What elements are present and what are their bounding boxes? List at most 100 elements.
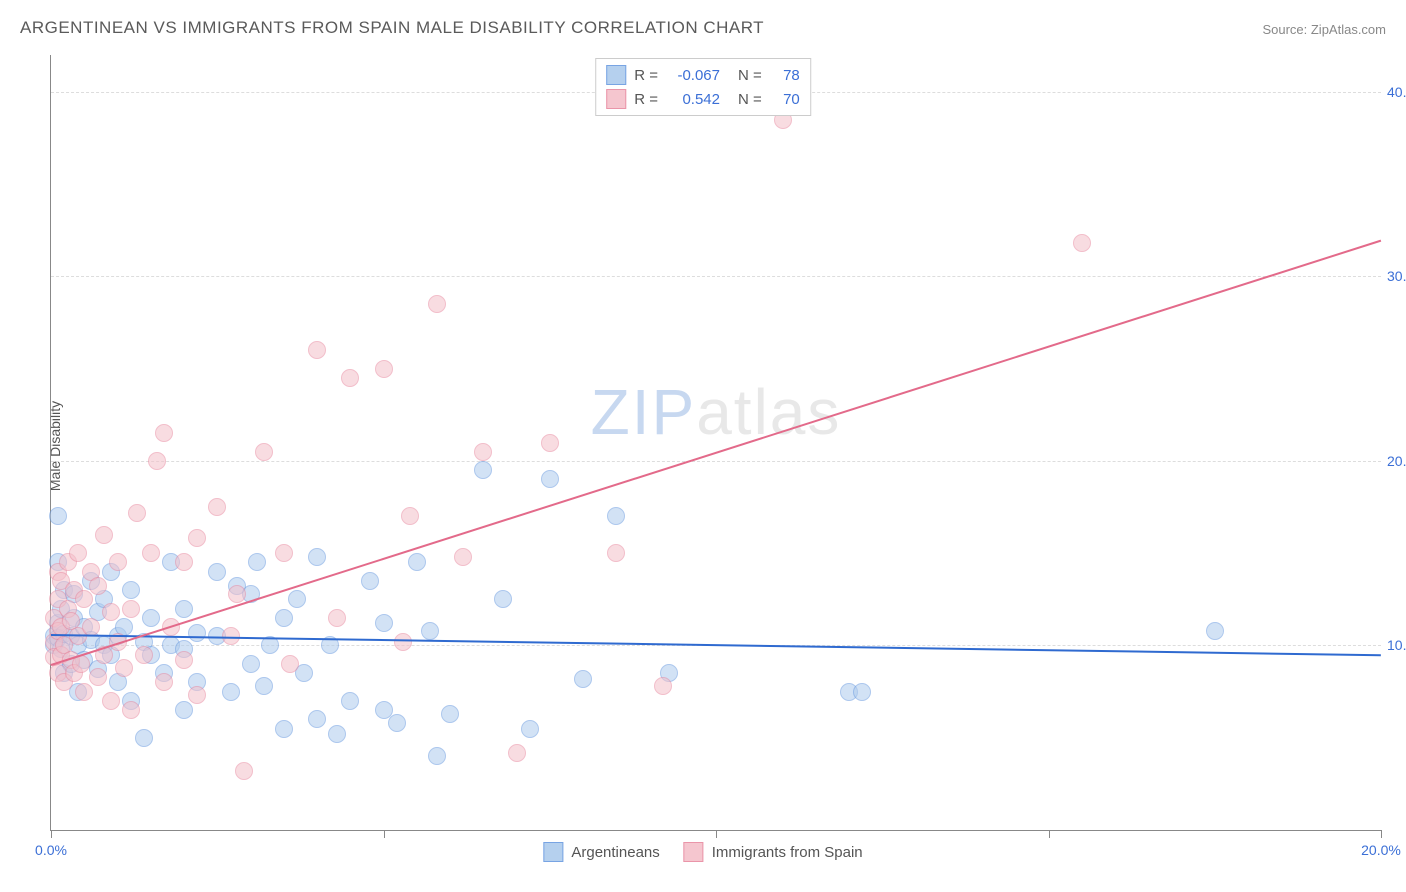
data-point-argentineans — [175, 701, 193, 719]
data-point-argentineans — [248, 553, 266, 571]
legend-series: Argentineans Immigrants from Spain — [543, 842, 862, 862]
data-point-spain — [281, 655, 299, 673]
data-point-argentineans — [441, 705, 459, 723]
y-tick-label: 10.0% — [1387, 637, 1406, 653]
data-point-spain — [128, 504, 146, 522]
legend-label-argentineans: Argentineans — [571, 844, 659, 861]
legend-r-label: R = — [634, 91, 658, 108]
data-point-argentineans — [275, 720, 293, 738]
watermark: ZIPatlas — [591, 375, 842, 449]
legend-n-value-argentineans: 78 — [770, 67, 800, 84]
legend-row-argentineans: R = -0.067 N = 78 — [606, 63, 800, 87]
data-point-argentineans — [142, 609, 160, 627]
data-point-spain — [155, 424, 173, 442]
data-point-spain — [175, 553, 193, 571]
data-point-argentineans — [122, 581, 140, 599]
data-point-spain — [208, 498, 226, 516]
data-point-spain — [275, 544, 293, 562]
data-point-argentineans — [341, 692, 359, 710]
data-point-spain — [142, 544, 160, 562]
chart-title: ARGENTINEAN VS IMMIGRANTS FROM SPAIN MAL… — [20, 18, 764, 38]
data-point-spain — [155, 673, 173, 691]
data-point-argentineans — [574, 670, 592, 688]
data-point-spain — [508, 744, 526, 762]
legend-swatch-spain — [684, 842, 704, 862]
data-point-spain — [188, 529, 206, 547]
legend-r-value-argentineans: -0.067 — [666, 67, 720, 84]
data-point-argentineans — [222, 683, 240, 701]
data-point-argentineans — [388, 714, 406, 732]
legend-swatch-argentineans — [543, 842, 563, 862]
data-point-spain — [109, 553, 127, 571]
data-point-spain — [375, 360, 393, 378]
legend-item-spain: Immigrants from Spain — [684, 842, 863, 862]
data-point-spain — [135, 646, 153, 664]
legend-n-value-spain: 70 — [770, 91, 800, 108]
data-point-spain — [122, 701, 140, 719]
source-attribution: Source: ZipAtlas.com — [1262, 22, 1386, 37]
data-point-argentineans — [328, 725, 346, 743]
legend-r-label: R = — [634, 67, 658, 84]
data-point-argentineans — [242, 655, 260, 673]
x-tick — [1049, 830, 1050, 838]
y-tick-label: 20.0% — [1387, 453, 1406, 469]
data-point-argentineans — [288, 590, 306, 608]
data-point-spain — [122, 600, 140, 618]
legend-swatch-argentineans — [606, 65, 626, 85]
data-point-spain — [474, 443, 492, 461]
data-point-spain — [89, 668, 107, 686]
data-point-spain — [188, 686, 206, 704]
data-point-argentineans — [308, 710, 326, 728]
legend-label-spain: Immigrants from Spain — [712, 844, 863, 861]
data-point-argentineans — [49, 507, 67, 525]
data-point-spain — [541, 434, 559, 452]
data-point-argentineans — [188, 624, 206, 642]
data-point-argentineans — [361, 572, 379, 590]
data-point-spain — [148, 452, 166, 470]
data-point-spain — [89, 577, 107, 595]
data-point-spain — [235, 762, 253, 780]
x-tick — [1381, 830, 1382, 838]
legend-r-value-spain: 0.542 — [666, 91, 720, 108]
data-point-argentineans — [521, 720, 539, 738]
data-point-spain — [1073, 234, 1091, 252]
data-point-spain — [255, 443, 273, 461]
legend-correlation-box: R = -0.067 N = 78 R = 0.542 N = 70 — [595, 58, 811, 116]
gridline — [51, 276, 1381, 277]
x-tick-label: 0.0% — [35, 842, 67, 858]
trend-line-spain — [51, 240, 1382, 666]
x-tick-label: 20.0% — [1361, 842, 1401, 858]
legend-n-label: N = — [738, 91, 762, 108]
data-point-argentineans — [208, 563, 226, 581]
data-point-spain — [328, 609, 346, 627]
y-tick-label: 30.0% — [1387, 268, 1406, 284]
source-prefix: Source: — [1262, 22, 1310, 37]
data-point-argentineans — [275, 609, 293, 627]
data-point-spain — [115, 659, 133, 677]
chart-plot-area: ZIPatlas 10.0%20.0%30.0%40.0%0.0%20.0% — [50, 55, 1381, 831]
data-point-argentineans — [135, 729, 153, 747]
data-point-spain — [175, 651, 193, 669]
source-link[interactable]: ZipAtlas.com — [1311, 22, 1386, 37]
data-point-argentineans — [175, 600, 193, 618]
data-point-spain — [75, 683, 93, 701]
data-point-argentineans — [421, 622, 439, 640]
data-point-argentineans — [541, 470, 559, 488]
data-point-argentineans — [408, 553, 426, 571]
data-point-spain — [654, 677, 672, 695]
data-point-argentineans — [474, 461, 492, 479]
data-point-spain — [102, 692, 120, 710]
data-point-argentineans — [494, 590, 512, 608]
data-point-spain — [401, 507, 419, 525]
data-point-argentineans — [1206, 622, 1224, 640]
data-point-spain — [454, 548, 472, 566]
data-point-spain — [95, 526, 113, 544]
x-tick — [716, 830, 717, 838]
data-point-spain — [341, 369, 359, 387]
legend-item-argentineans: Argentineans — [543, 842, 659, 862]
data-point-spain — [69, 544, 87, 562]
x-tick — [384, 830, 385, 838]
legend-swatch-spain — [606, 89, 626, 109]
data-point-spain — [394, 633, 412, 651]
legend-n-label: N = — [738, 67, 762, 84]
